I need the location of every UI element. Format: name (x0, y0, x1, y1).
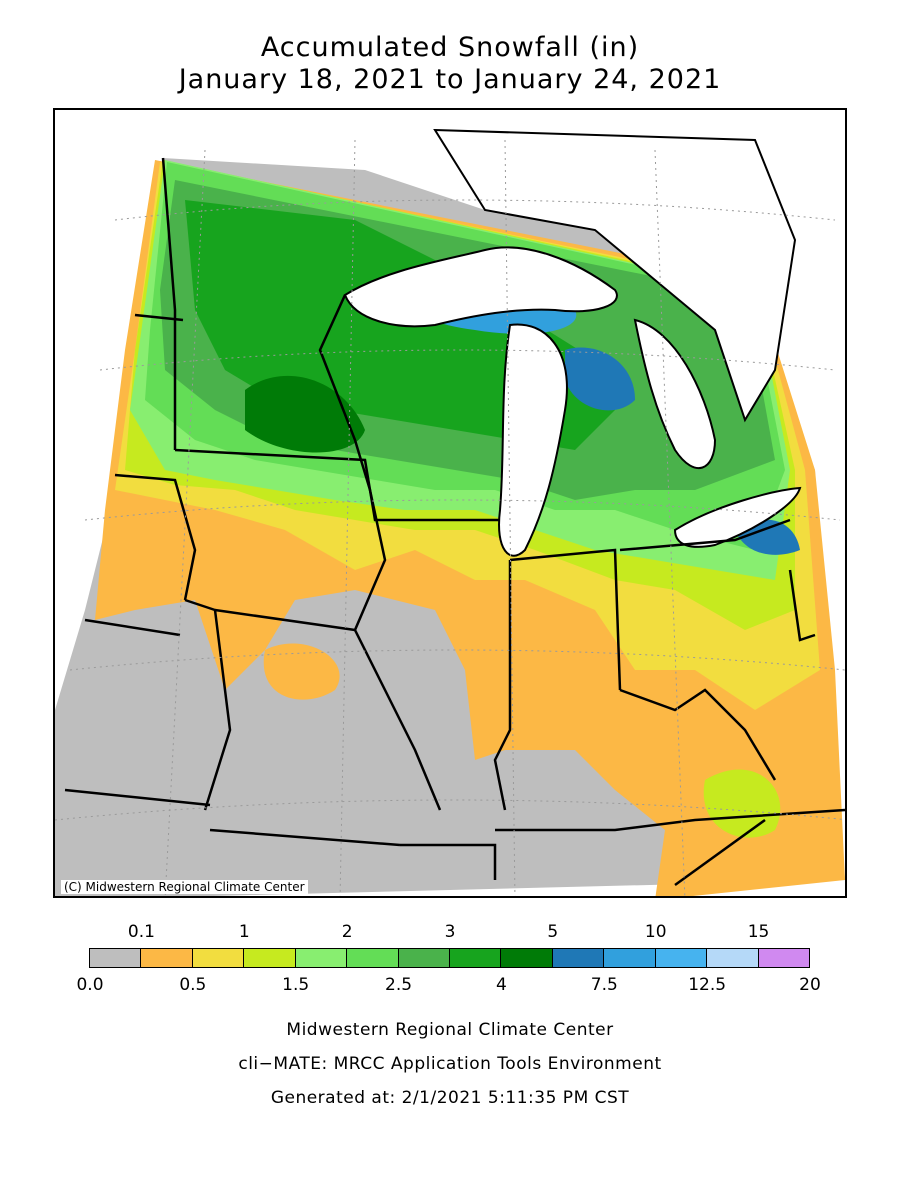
legend-bottom-label: 20 (799, 975, 821, 995)
legend-bottom-label: 1.5 (282, 975, 310, 995)
copyright-notice: (C) Midwestern Regional Climate Center (61, 880, 308, 894)
legend-top-label: 15 (747, 922, 770, 942)
snowfall-map: (C) Midwestern Regional Climate Center (53, 108, 847, 898)
legend-swatch (706, 948, 759, 968)
legend-swatch (449, 948, 502, 968)
map-canvas (55, 110, 845, 896)
map-title: Accumulated Snowfall (in) (260, 32, 640, 63)
blob-orange-west (263, 643, 340, 700)
legend-swatch (191, 948, 245, 968)
legend-top-label: 5 (547, 922, 559, 942)
legend-top-label: 1 (238, 922, 250, 942)
footer-organization: Midwestern Regional Climate Center (286, 1020, 614, 1040)
lake-erie (673, 486, 802, 548)
legend-bottom-label: 2.5 (385, 975, 413, 995)
core-darkest (245, 375, 365, 453)
legend-swatch (397, 948, 450, 968)
legend-swatch (346, 948, 399, 968)
legend-bottom-label: 7.5 (590, 975, 618, 995)
legend-swatch (294, 948, 348, 968)
legend-swatch (603, 948, 656, 968)
legend-swatch (654, 948, 708, 968)
legend-top-label: 2 (341, 922, 353, 942)
legend-swatch (757, 948, 810, 968)
legend-bottom-label: 4 (496, 975, 507, 995)
state-boundaries (64, 157, 845, 887)
color-legend (89, 948, 810, 970)
legend-bottom-label: 0.5 (179, 975, 207, 995)
map-subtitle-date-range: January 18, 2021 to January 24, 2021 (178, 64, 722, 95)
lake-superior (343, 246, 618, 328)
legend-swatch (243, 948, 296, 968)
legend-bottom-label: 0.0 (76, 975, 104, 995)
lake-effect-michigan (565, 347, 635, 411)
footer-generated-time: Generated at: 2/1/2021 5:11:35 PM CST (270, 1088, 630, 1108)
legend-swatch (89, 948, 142, 968)
legend-swatch (140, 948, 193, 968)
canada-land (433, 128, 797, 423)
graticule (55, 139, 845, 896)
blob-lime-south (703, 769, 781, 838)
lake-huron (633, 318, 717, 470)
legend-top-label: 10 (644, 922, 667, 942)
legend-bottom-label: 12.5 (688, 975, 727, 995)
legend-swatch (500, 948, 553, 968)
legend-top-label: 0.1 (127, 922, 155, 942)
legend-top-label: 3 (444, 922, 456, 942)
footer-tool-name: cli−MATE: MRCC Application Tools Environ… (238, 1054, 662, 1074)
lake-michigan (498, 323, 568, 557)
legend-swatch (551, 948, 605, 968)
